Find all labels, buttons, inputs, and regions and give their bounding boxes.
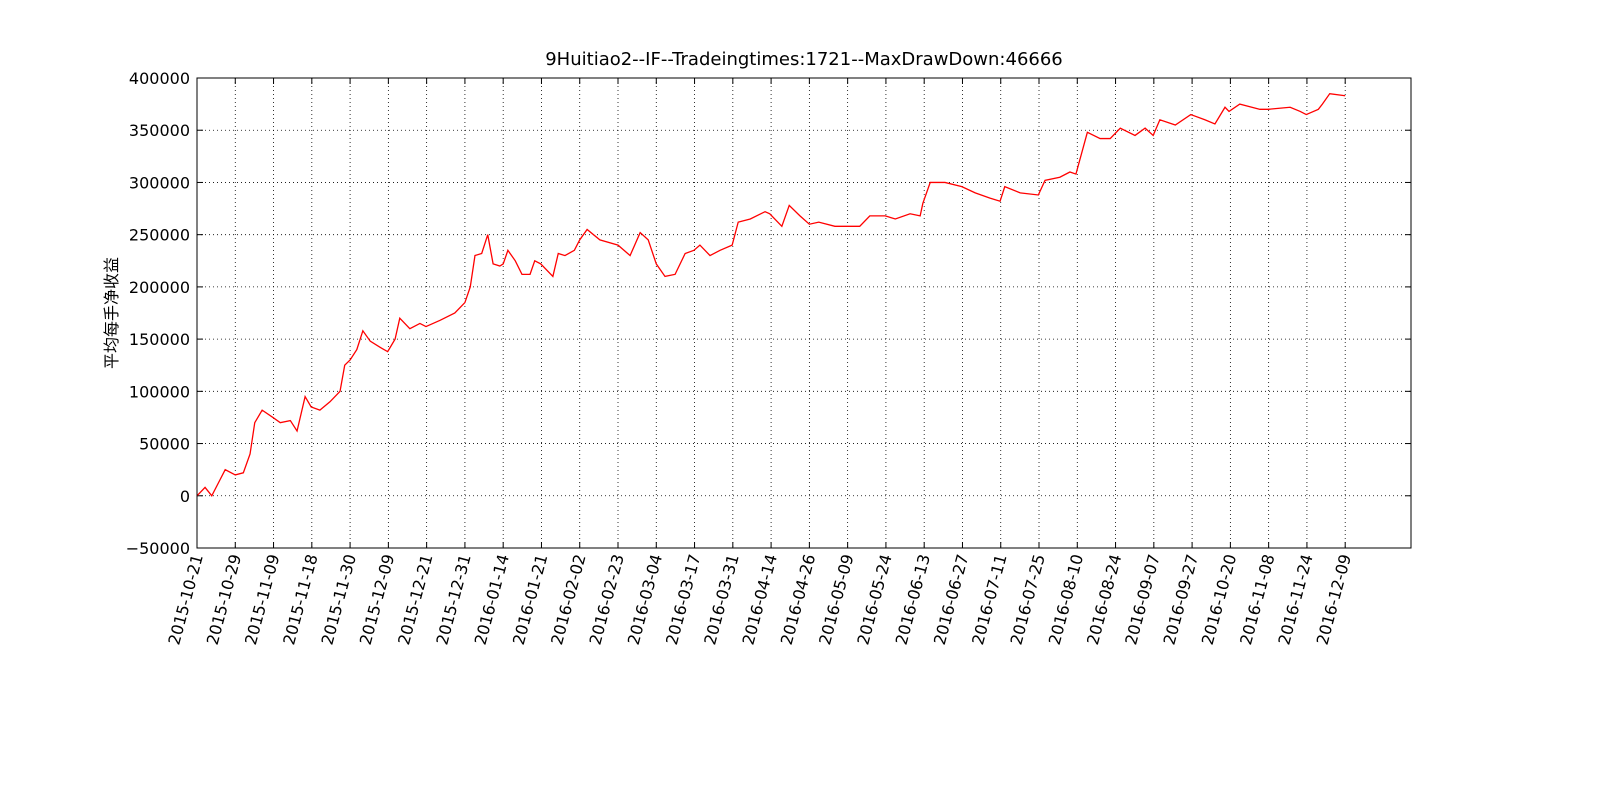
x-tick-label: 2015-10-29 xyxy=(203,552,245,647)
x-tick-label: 2016-02-23 xyxy=(585,552,627,647)
x-tick-label: 2016-04-26 xyxy=(777,552,819,647)
x-tick-label: 2015-12-09 xyxy=(356,552,398,647)
y-tick-label: 0 xyxy=(180,487,190,506)
x-tick-label: 2016-04-14 xyxy=(739,552,781,647)
x-tick-label: 2016-11-24 xyxy=(1274,552,1316,647)
chart-title: 9Huitiao2--IF--Tradeingtimes:1721--MaxDr… xyxy=(545,49,1063,70)
y-tick-label: 50000 xyxy=(139,435,190,454)
x-tick-label: 2015-12-31 xyxy=(432,552,474,647)
x-tick-label: 2016-02-02 xyxy=(547,552,589,647)
x-tick-label: 2016-09-07 xyxy=(1121,552,1163,647)
x-tick-label: 2016-03-31 xyxy=(700,552,742,647)
y-tick-label: 100000 xyxy=(129,382,190,401)
y-tick-label: 250000 xyxy=(129,226,190,245)
x-tick-label: 2016-05-09 xyxy=(815,552,857,647)
x-tick-label: 2016-06-27 xyxy=(930,552,972,647)
x-tick-label: 2016-11-08 xyxy=(1236,552,1278,647)
x-tick-label: 2015-11-18 xyxy=(279,552,321,647)
x-tick-label: 2016-01-21 xyxy=(509,552,551,647)
x-tick-label: 2015-12-21 xyxy=(394,552,436,647)
x-tick-label: 2016-07-25 xyxy=(1006,552,1048,647)
x-tick-label: 2016-05-24 xyxy=(853,552,895,647)
y-tick-label: 200000 xyxy=(129,278,190,297)
y-tick-label: 300000 xyxy=(129,173,190,192)
x-tick-label: 2016-08-10 xyxy=(1045,552,1087,647)
plot-frame xyxy=(196,77,1412,549)
x-tick-label: 2016-01-14 xyxy=(471,552,513,647)
y-axis-label: 平均每手净收益 xyxy=(102,257,121,369)
x-tick-label: 2016-12-09 xyxy=(1313,552,1355,647)
x-tick-label: 2016-07-11 xyxy=(968,552,1010,647)
x-tick-label: 2015-11-09 xyxy=(241,552,283,647)
y-tick-label: 400000 xyxy=(129,69,190,88)
x-tick-label: 2016-06-13 xyxy=(892,552,934,647)
y-tick-label: −50000 xyxy=(126,539,190,558)
x-tick-label: 2016-08-24 xyxy=(1083,552,1125,647)
data-line xyxy=(196,92,1346,497)
x-tick-label: 2015-11-30 xyxy=(318,552,360,647)
x-tick-label: 2015-10-21 xyxy=(164,552,206,647)
x-tick-label: 2016-10-20 xyxy=(1198,552,1240,647)
x-tick-label: 2016-03-04 xyxy=(624,552,666,647)
y-tick-label: 150000 xyxy=(129,330,190,349)
x-tick-label: 2016-03-17 xyxy=(662,552,704,647)
y-tick-label: 350000 xyxy=(129,121,190,140)
x-tick-label: 2016-09-27 xyxy=(1160,552,1202,647)
